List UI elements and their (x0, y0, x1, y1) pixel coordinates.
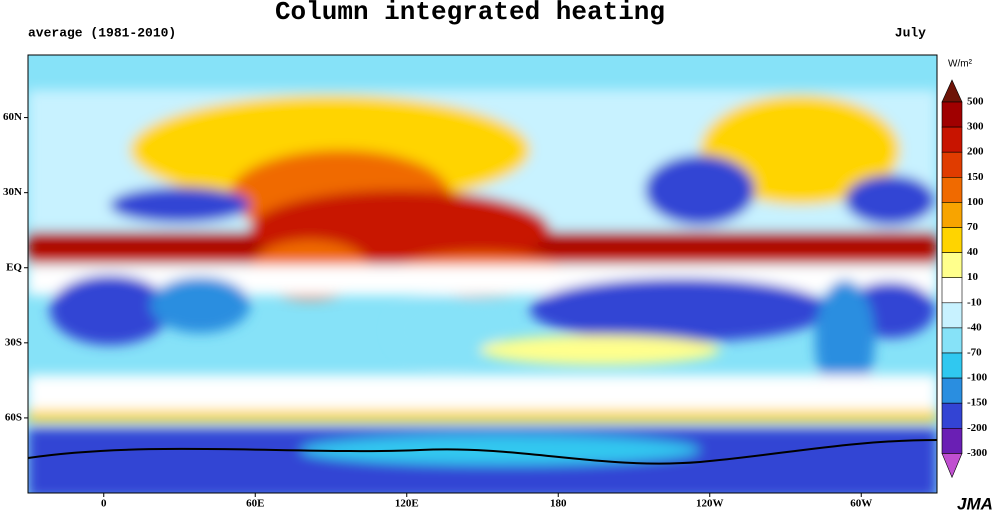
colorbar-box (941, 202, 963, 228)
colorbar-label: -300 (967, 447, 988, 459)
colorbar-label: -150 (967, 397, 988, 409)
colorbar-label: 40 (967, 246, 979, 258)
colorbar-box (941, 227, 963, 253)
colorbar-box (941, 327, 963, 354)
lat-tick-label: EQ (6, 261, 22, 273)
colorbar-triangle (941, 453, 963, 479)
colorbar-box (941, 101, 963, 128)
lon-tick-label: 0 (101, 498, 107, 510)
colorbar-triangle (941, 79, 963, 103)
colorbar-box (941, 277, 963, 304)
colorbar-label: 150 (967, 171, 984, 183)
lon-tick-label: 60W (850, 498, 872, 510)
colorbar-label: 10 (967, 271, 979, 283)
lon-tick-label: 120W (696, 498, 724, 510)
lat-tick-label: 30N (3, 186, 22, 198)
colorbar-box (941, 302, 963, 329)
colorbar-unit: W/m² (948, 59, 973, 70)
colorbar-label: -70 (967, 347, 982, 359)
colorbar-box (941, 402, 963, 429)
colorbar-box (941, 126, 963, 153)
colorbar-label: 200 (967, 146, 984, 158)
colorbar-box (941, 252, 963, 279)
colorbar-box (941, 352, 963, 379)
title: Column integrated heating (275, 0, 665, 27)
lon-tick-label: 120E (395, 498, 419, 510)
credit: JMA (957, 494, 993, 513)
colorbar-box (941, 377, 963, 404)
colorbar-label: -200 (967, 422, 988, 434)
lat-tick-label: 30S (5, 336, 22, 348)
period: July (895, 25, 926, 40)
colorbar-label: 100 (967, 196, 984, 208)
subtitle: average (1981-2010) (28, 25, 176, 40)
colorbar-label: 500 (967, 96, 984, 108)
map-frame (27, 54, 938, 494)
heating-field (28, 55, 937, 493)
lon-tick-label: 180 (550, 498, 567, 510)
lon-tick-label: 60E (246, 498, 264, 510)
colorbar-box (941, 427, 963, 454)
colorbar-label: -100 (967, 372, 988, 384)
colorbar-label: 70 (967, 221, 979, 233)
lat-tick-label: 60N (3, 111, 22, 123)
lat-tick-label: 60S (5, 411, 22, 423)
colorbar-label: 300 (967, 121, 984, 133)
colorbar-label: -40 (967, 321, 982, 333)
colorbar-label: -10 (967, 296, 982, 308)
colorbar-box (941, 177, 963, 203)
colorbar-box (941, 151, 963, 178)
